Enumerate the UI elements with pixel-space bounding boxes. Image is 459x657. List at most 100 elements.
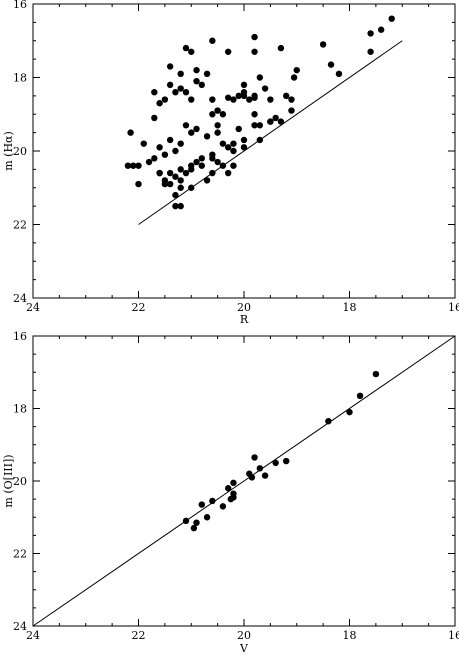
data-point (193, 77, 200, 85)
data-point (188, 48, 195, 55)
data-point (177, 70, 184, 78)
data-point (251, 454, 258, 461)
data-point (288, 107, 295, 114)
data-point (161, 96, 169, 103)
data-point (193, 66, 200, 74)
data-point (177, 202, 184, 210)
data-point (127, 129, 134, 136)
y-tick-label: 16 (13, 0, 27, 11)
x-axis-label: V (239, 642, 249, 655)
x-tick-label: 22 (132, 301, 146, 314)
data-point (166, 180, 174, 188)
data-point (172, 147, 179, 155)
data-point (230, 140, 237, 147)
data-point (319, 41, 327, 48)
data-point (288, 96, 295, 103)
data-point (177, 184, 184, 191)
data-point (209, 96, 216, 103)
data-point (156, 169, 163, 177)
reference-line (138, 40, 403, 225)
data-point (166, 63, 174, 70)
data-point (377, 26, 385, 33)
data-point (156, 100, 163, 107)
data-point (124, 162, 132, 169)
data-point (246, 470, 253, 477)
data-point (240, 81, 248, 89)
data-point (251, 122, 258, 129)
data-point (151, 89, 158, 96)
data-point (209, 37, 216, 44)
y-tick-label: 20 (13, 145, 27, 158)
data-point (224, 144, 232, 151)
data-point (235, 92, 242, 100)
data-point (214, 122, 221, 129)
x-tick-label: 16 (448, 629, 459, 642)
y-axis-label: m (Hα) (2, 131, 15, 171)
data-point (256, 465, 264, 472)
x-axis-label: R (240, 313, 249, 326)
data-point (272, 114, 279, 122)
data-point (251, 33, 258, 41)
y-tick-label: 24 (13, 292, 27, 305)
data-point (135, 180, 142, 188)
reference-line (32, 335, 456, 627)
data-point (209, 155, 216, 162)
data-point (372, 370, 380, 378)
data-point (227, 495, 235, 503)
data-point (166, 136, 174, 144)
data-point (177, 166, 184, 173)
y-tick-label: 16 (13, 330, 27, 343)
data-point (325, 417, 332, 425)
data-point (193, 158, 200, 166)
data-point (166, 169, 174, 177)
data-point (166, 81, 174, 89)
data-point (182, 169, 190, 177)
data-point (145, 158, 153, 166)
data-point (251, 48, 258, 55)
data-point (240, 92, 248, 100)
data-point (182, 517, 190, 525)
data-point (256, 74, 264, 81)
data-point (190, 524, 198, 532)
x-tick-label: 22 (132, 629, 146, 642)
y-tick-label: 24 (13, 620, 27, 633)
data-point (230, 162, 237, 169)
data-point (135, 162, 142, 169)
data-point (346, 408, 353, 416)
data-point (230, 96, 237, 103)
data-point (182, 44, 190, 52)
data-point (188, 166, 195, 173)
data-point (151, 155, 158, 162)
data-point (235, 125, 242, 133)
data-point (335, 70, 343, 78)
x-tick-label: 18 (343, 629, 357, 642)
data-point (182, 122, 190, 129)
data-point (161, 151, 169, 158)
data-point (224, 485, 232, 492)
data-point (251, 111, 258, 118)
data-point (240, 144, 248, 151)
x-tick-label: 18 (343, 301, 357, 314)
data-point (203, 70, 211, 78)
data-point (172, 173, 179, 180)
data-point (290, 74, 298, 81)
data-point (198, 501, 205, 508)
data-point (261, 472, 269, 479)
data-point (219, 140, 227, 147)
data-point (267, 118, 274, 125)
data-point (198, 155, 205, 162)
data-point (172, 202, 179, 210)
data-point (230, 147, 237, 155)
data-point (193, 125, 200, 133)
x-tick-label: 24 (26, 629, 40, 642)
bottom-panel-oiii: 24 22 20 18 16 16 18 20 22 24 Vm (O[III]) (2, 330, 459, 655)
data-point (198, 162, 205, 169)
data-point (224, 94, 232, 101)
data-point (140, 140, 147, 147)
data-point (230, 490, 237, 497)
y-tick-label: 22 (13, 219, 27, 232)
data-point (367, 30, 374, 37)
y-tick-label: 18 (13, 72, 27, 85)
data-point (230, 479, 237, 487)
